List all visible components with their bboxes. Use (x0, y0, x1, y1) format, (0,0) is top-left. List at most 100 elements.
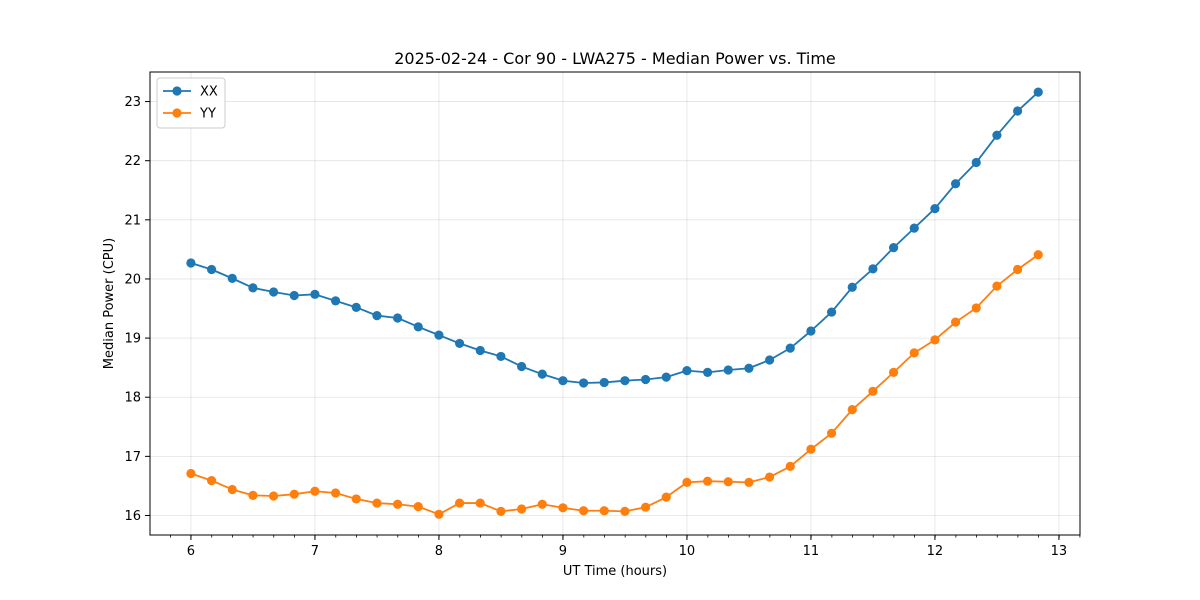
data-point (392, 499, 403, 509)
x-tick-label: 6 (187, 544, 195, 559)
data-point (1012, 264, 1023, 275)
data-point (227, 273, 237, 283)
data-point (806, 326, 816, 336)
data-point (206, 475, 217, 486)
legend: XX YY (156, 77, 226, 129)
data-point (909, 223, 919, 233)
x-tick-label: 9 (559, 544, 567, 559)
legend-marker (172, 108, 182, 118)
legend-marker (172, 86, 182, 96)
data-point (971, 303, 981, 313)
data-point (434, 509, 444, 519)
data-point (496, 351, 506, 362)
data-point (826, 307, 837, 317)
data-point (186, 258, 196, 268)
data-point (516, 504, 527, 514)
data-point (764, 355, 775, 365)
data-point (806, 444, 816, 454)
x-axis-title: UT Time (hours) (563, 564, 667, 579)
y-tick-label: 20 (124, 272, 141, 287)
data-point (186, 468, 196, 479)
data-point (682, 477, 692, 487)
data-point (744, 477, 754, 487)
data-point (289, 489, 299, 499)
y-axis-title: Median Power (CPU) (102, 238, 117, 369)
data-point (620, 376, 630, 386)
data-point (640, 374, 651, 385)
data-point (888, 367, 899, 377)
data-point (785, 461, 795, 472)
data-point (372, 498, 382, 508)
data-point (310, 289, 320, 299)
data-point (289, 290, 299, 301)
data-point (599, 506, 609, 516)
data-point (950, 317, 961, 327)
x-tick-label: 8 (435, 544, 443, 559)
x-tick-label: 12 (927, 544, 944, 559)
data-point (702, 367, 713, 377)
data-point (971, 157, 981, 168)
data-point (847, 405, 857, 415)
data-point (992, 130, 1002, 140)
data-point (888, 243, 899, 253)
data-point (950, 179, 961, 189)
data-point (702, 476, 713, 486)
y-tick-label: 23 (124, 95, 141, 110)
data-point (723, 365, 733, 375)
data-point (930, 203, 940, 214)
data-point (785, 343, 795, 353)
data-point (909, 348, 919, 358)
data-point (413, 502, 423, 512)
data-point (578, 506, 589, 516)
data-point (744, 363, 754, 373)
x-tick-label: 13 (1051, 544, 1068, 559)
data-point (640, 502, 651, 512)
x-tick-label: 11 (803, 544, 820, 559)
plot-area-frame (149, 71, 1081, 536)
data-point (537, 369, 547, 379)
series-xx (186, 87, 1043, 388)
data-point (578, 378, 589, 388)
data-point (392, 313, 403, 323)
series-yy (186, 250, 1043, 519)
grid-lines (150, 72, 1080, 535)
data-point (454, 498, 465, 508)
data-point (661, 492, 671, 502)
data-point (826, 428, 837, 438)
x-tick-label: 10 (679, 544, 696, 559)
series-group (186, 87, 1043, 519)
legend-label: YY (199, 107, 216, 122)
y-tick-label: 16 (124, 509, 141, 524)
data-point (268, 287, 279, 297)
axis-ticks: 6 7 8 9 10 11 12 13 16 17 18 19 20 21 22 23 (124, 95, 1081, 559)
chart-title: 2025-02-24 - Cor 90 - LWA275 - Median Po… (394, 49, 836, 68)
data-point (248, 490, 258, 500)
data-point (847, 282, 857, 292)
data-point (227, 484, 237, 495)
data-point (1012, 106, 1023, 116)
data-point (558, 376, 568, 386)
data-point (475, 345, 485, 356)
data-point (310, 486, 320, 496)
data-point (661, 372, 671, 382)
data-point (268, 491, 279, 501)
legend-label: XX (200, 85, 218, 100)
x-tick-label: 7 (311, 544, 319, 559)
data-point (351, 302, 361, 312)
data-point (558, 503, 568, 513)
data-point (930, 335, 940, 345)
data-point (1033, 250, 1043, 260)
y-tick-label: 22 (124, 154, 141, 169)
data-point (682, 366, 692, 376)
y-tick-label: 21 (124, 213, 141, 228)
y-tick-label: 17 (124, 450, 141, 465)
data-point (475, 498, 485, 508)
data-point (372, 311, 382, 321)
data-point (413, 322, 423, 332)
data-point (868, 264, 878, 274)
data-point (516, 361, 527, 372)
data-point (330, 488, 341, 498)
data-point (330, 296, 341, 306)
y-tick-label: 18 (124, 391, 141, 406)
